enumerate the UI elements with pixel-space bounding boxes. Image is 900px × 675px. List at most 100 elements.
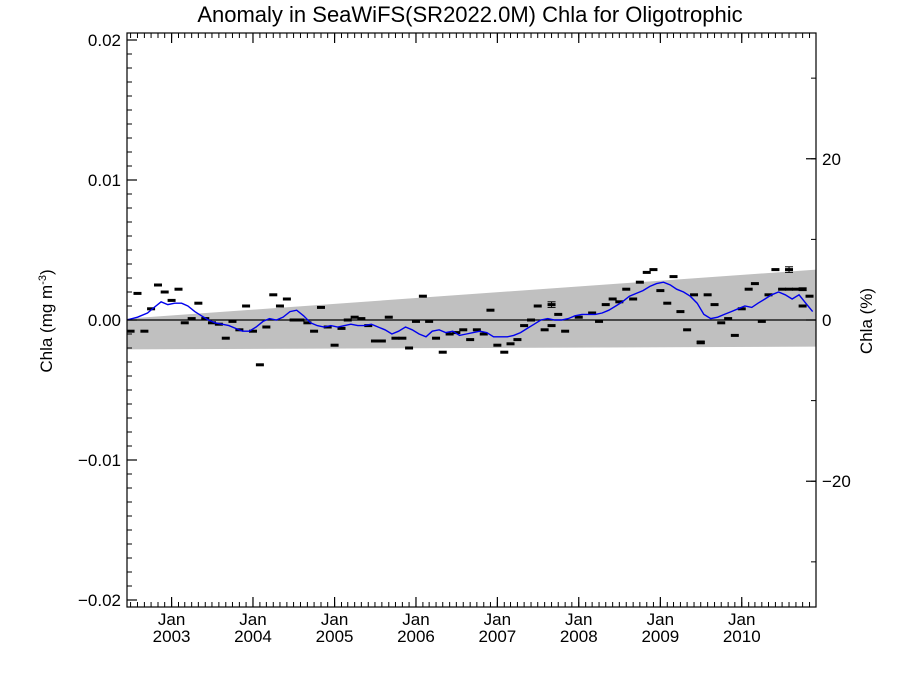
x-tick-year-label: 2004 xyxy=(234,627,272,646)
left-tick-label: 0.00 xyxy=(88,311,121,330)
anomaly-mark xyxy=(642,270,651,274)
anomaly-mark xyxy=(744,287,753,291)
x-tick-month-label: Jan xyxy=(402,610,429,629)
x-tick-year-label: 2003 xyxy=(153,627,191,646)
anomaly-mark xyxy=(316,305,325,309)
anomaly-mark xyxy=(126,329,135,333)
x-tick-month-label: Jan xyxy=(565,610,592,629)
x-tick-month-label: Jan xyxy=(158,610,185,629)
x-tick-month-label: Jan xyxy=(239,610,266,629)
anomaly-mark xyxy=(452,331,461,335)
anomaly-mark xyxy=(520,324,529,328)
error-bar xyxy=(696,340,705,345)
anomaly-mark xyxy=(737,307,746,311)
left-y-axis: 0.02 0.01 0.00 −0.01 −0.02 xyxy=(78,31,137,610)
anomaly-mark xyxy=(785,287,794,291)
anomaly-mark xyxy=(425,319,434,323)
running-mean-line xyxy=(126,281,814,338)
anomaly-mark xyxy=(676,310,685,314)
anomaly-mark xyxy=(167,298,176,302)
error-bar-series xyxy=(547,266,807,345)
left-tick-label: −0.01 xyxy=(78,451,121,470)
anomaly-mark xyxy=(656,289,665,293)
anomaly-mark xyxy=(174,287,183,291)
anomaly-mark xyxy=(724,317,733,321)
anomaly-mark xyxy=(242,304,251,308)
anomaly-mark xyxy=(757,319,766,323)
anomaly-mark xyxy=(588,311,597,315)
anomaly-mark xyxy=(343,318,352,322)
anomaly-mark xyxy=(717,321,726,325)
anomaly-mark xyxy=(330,343,339,347)
x-tick-month-label: Jan xyxy=(647,610,674,629)
anomaly-mark xyxy=(493,343,502,347)
anomaly-mark xyxy=(561,329,570,333)
x-tick-year-label: 2008 xyxy=(560,627,598,646)
anomaly-mark xyxy=(595,319,604,323)
anomaly-mark xyxy=(527,318,536,322)
anomaly-mark xyxy=(500,350,509,354)
error-bar xyxy=(547,301,556,308)
error-bar xyxy=(785,266,794,273)
anomaly-mark xyxy=(554,312,563,316)
anomaly-mark xyxy=(608,297,617,301)
anomaly-mark xyxy=(479,332,488,336)
anomaly-mark xyxy=(778,287,787,291)
anomaly-mark xyxy=(337,326,346,330)
anomaly-mark xyxy=(323,325,332,329)
anomaly-mark xyxy=(194,301,203,305)
error-bar xyxy=(798,287,807,292)
anomaly-mark xyxy=(506,342,515,346)
anomaly-mark xyxy=(649,268,658,272)
anomaly-mark xyxy=(540,328,549,332)
anomaly-mark xyxy=(445,332,454,336)
anomaly-mark xyxy=(690,293,699,297)
x-tick-month-label: Jan xyxy=(321,610,348,629)
anomaly-mark xyxy=(140,329,149,333)
right-y-axis: 20 0 −20 xyxy=(806,77,851,563)
anomaly-mark xyxy=(710,303,719,307)
anomaly-mark xyxy=(805,294,814,298)
anomaly-mark xyxy=(180,321,189,325)
anomaly-mark xyxy=(574,315,583,319)
anomaly-mark xyxy=(248,329,257,333)
anomaly-mark xyxy=(364,324,373,328)
anomaly-mark xyxy=(310,329,319,333)
anomaly-mark xyxy=(791,287,800,291)
anomaly-mark xyxy=(438,350,447,354)
confidence-band xyxy=(127,269,816,350)
anomaly-mark xyxy=(282,297,291,301)
anomaly-mark xyxy=(615,300,624,304)
anomaly-mark xyxy=(384,315,393,319)
anomaly-mark xyxy=(771,268,780,272)
chart-title: Anomaly in SeaWiFS(SR2022.0M) Chla for O… xyxy=(197,2,742,27)
left-tick-label: −0.02 xyxy=(78,591,121,610)
anomaly-mark xyxy=(635,280,644,284)
anomaly-mark xyxy=(466,338,475,342)
anomaly-mark xyxy=(513,338,522,342)
anomaly-mark xyxy=(798,304,807,308)
anomaly-mark xyxy=(703,293,712,297)
anomaly-mark xyxy=(730,333,739,337)
anomaly-mark xyxy=(472,328,481,332)
anomaly-mark xyxy=(398,336,407,340)
x-tick-year-label: 2009 xyxy=(641,627,679,646)
anomaly-mark xyxy=(622,287,631,291)
anomaly-mark xyxy=(228,319,237,323)
anomaly-mark xyxy=(764,293,773,297)
anomaly-mark xyxy=(262,325,271,329)
anomaly-mark xyxy=(533,304,542,308)
anomaly-mark xyxy=(133,291,142,295)
anomaly-mark xyxy=(377,339,386,343)
anomaly-mark xyxy=(160,290,169,294)
anomaly-mark xyxy=(303,321,312,325)
anomaly-mark xyxy=(221,336,230,340)
anomaly-mark xyxy=(153,283,162,287)
anomaly-mark xyxy=(405,346,414,350)
anomaly-mark xyxy=(207,321,216,325)
anomaly-mark xyxy=(411,319,420,323)
anomaly-mark xyxy=(486,308,495,312)
monthly-anomaly-series xyxy=(126,268,814,367)
plot-area xyxy=(126,266,816,367)
